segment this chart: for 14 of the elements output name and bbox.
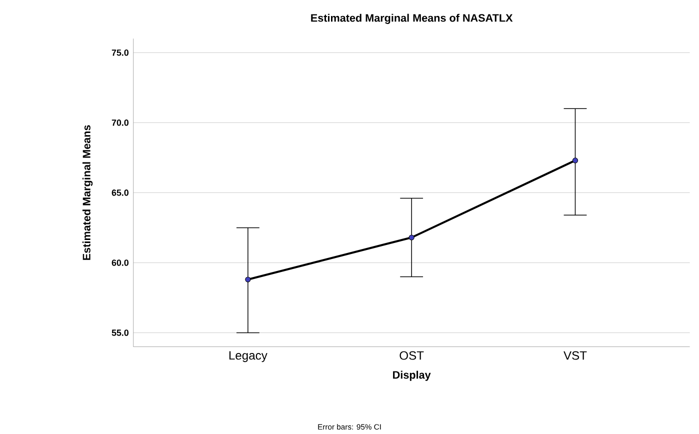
chart-title: Estimated Marginal Means of NASATLX bbox=[311, 14, 513, 24]
point bbox=[245, 276, 251, 282]
y-tick-label: 70.0 bbox=[112, 119, 128, 126]
y-tick-label: 75.0 bbox=[112, 49, 128, 56]
y-tick-label: 65.0 bbox=[112, 189, 128, 196]
y-axis-title: Estimated Marginal Means bbox=[82, 125, 93, 260]
x-tick-label: VST bbox=[564, 351, 587, 360]
y-tick-label: 55.0 bbox=[112, 330, 128, 336]
x-tick-label: OST bbox=[400, 351, 424, 360]
x-tick-label: Legacy bbox=[229, 351, 268, 362]
point bbox=[408, 234, 414, 240]
x-axis-title: Display bbox=[393, 370, 431, 381]
y-tick-label: 60.0 bbox=[112, 260, 128, 266]
point bbox=[572, 158, 578, 164]
